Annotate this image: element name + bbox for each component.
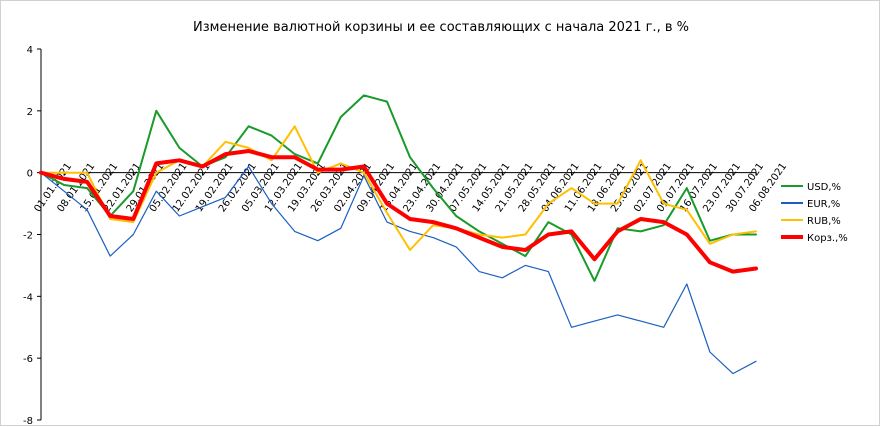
y-tick-label: -6 xyxy=(23,354,33,365)
series-line-4 xyxy=(39,149,758,274)
series-layer xyxy=(39,94,758,375)
chart-title: Изменение валютной корзины и ее составля… xyxy=(193,20,689,35)
legend: USD,% EUR,% RUB,% Корз.,% xyxy=(781,182,848,244)
legend-label: USD,% xyxy=(807,182,841,193)
y-tick-label: 0 xyxy=(27,169,33,180)
series-line-2 xyxy=(40,165,757,375)
y-tick-label: 4 xyxy=(27,45,33,56)
legend-label: EUR,% xyxy=(807,199,840,210)
series-line-3 xyxy=(40,125,757,251)
y-tick-label: -4 xyxy=(23,292,33,303)
legend-label: Корз.,% xyxy=(807,233,848,244)
series-line-1 xyxy=(40,94,757,282)
y-tick-label: -8 xyxy=(23,416,33,427)
y-tick-label: 2 xyxy=(27,107,33,118)
y-tick-label: -2 xyxy=(23,231,33,242)
axes: 420-2-4-6-801.01.202108.01.202115.01.202… xyxy=(23,45,789,427)
legend-label: RUB,% xyxy=(807,216,841,227)
